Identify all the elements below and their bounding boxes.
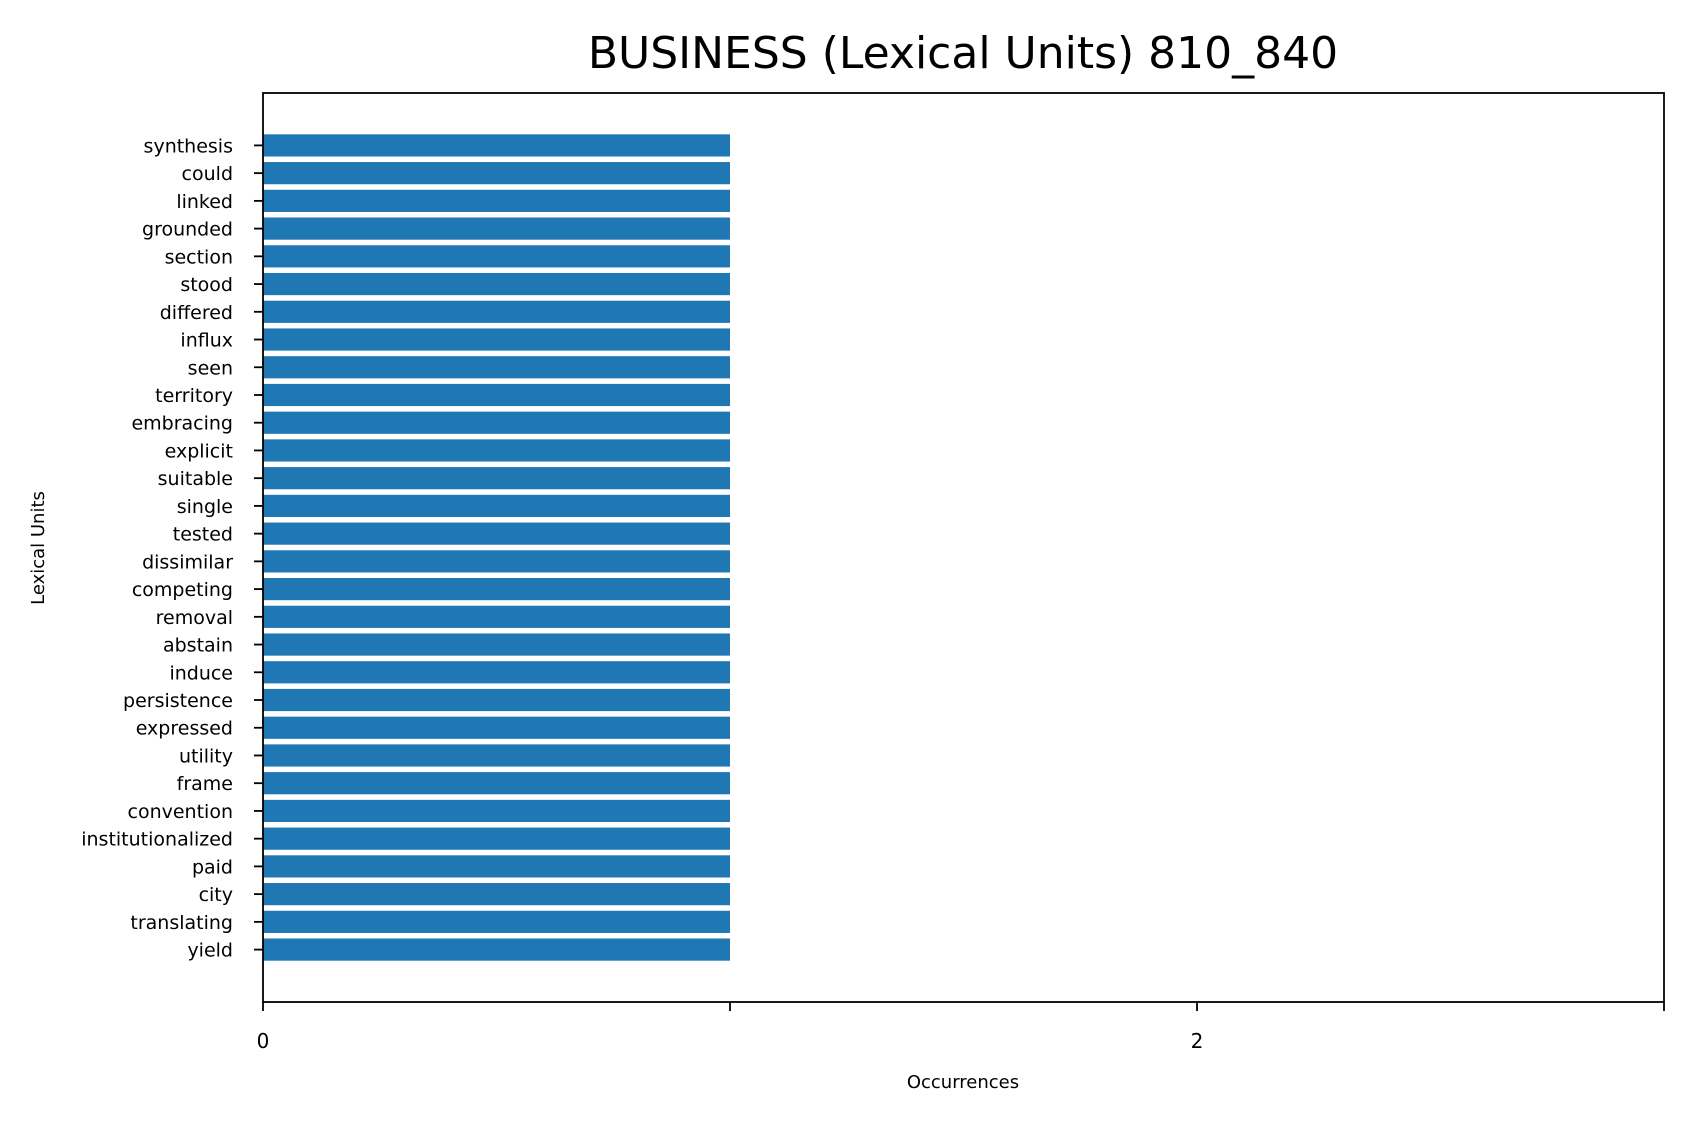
y-tick-label: institutionalized bbox=[81, 829, 233, 851]
y-tick-label: paid bbox=[192, 856, 233, 878]
bars-layer bbox=[263, 134, 730, 961]
bar-induce bbox=[263, 661, 730, 684]
bar-synthesis bbox=[263, 134, 730, 157]
bar-tested bbox=[263, 522, 730, 545]
y-tick-label: explicit bbox=[165, 440, 233, 462]
y-tick-label: tested bbox=[173, 524, 233, 546]
bar-grounded bbox=[263, 217, 730, 240]
y-tick-label: utility bbox=[179, 745, 233, 767]
plot-frame bbox=[262, 92, 1665, 1003]
y-tick-label: influx bbox=[180, 330, 233, 352]
bar-frame bbox=[263, 772, 730, 795]
bar-dissimilar bbox=[263, 550, 730, 573]
y-tick-label: city bbox=[199, 884, 233, 906]
bar-differed bbox=[263, 300, 730, 323]
bar-section bbox=[263, 245, 730, 268]
y-ticks-layer: synthesis could linked grounded section stood… bbox=[81, 135, 263, 962]
y-tick-label: stood bbox=[180, 274, 233, 296]
y-tick-label: persistence bbox=[123, 690, 233, 712]
bar-influx bbox=[263, 328, 730, 351]
x-axis-label: Occurrences bbox=[907, 1072, 1019, 1093]
bar-institutionalized bbox=[263, 827, 730, 850]
bar-territory bbox=[263, 383, 730, 407]
y-tick-label: translating bbox=[130, 912, 233, 934]
bar-linked bbox=[263, 189, 730, 212]
y-tick-label: linked bbox=[176, 191, 233, 213]
bar-suitable bbox=[263, 467, 730, 490]
y-tick-label: frame bbox=[177, 773, 233, 795]
y-tick-label: embracing bbox=[131, 413, 233, 435]
bar-convention bbox=[263, 799, 730, 823]
bar-stood bbox=[263, 272, 730, 296]
x-tick-label: 2 bbox=[1191, 1029, 1204, 1053]
bar-explicit bbox=[263, 439, 730, 462]
bar-single bbox=[263, 494, 730, 517]
bar-embracing bbox=[263, 411, 730, 434]
y-tick-label: differed bbox=[160, 302, 233, 324]
bar-expressed bbox=[263, 716, 730, 739]
bar-paid bbox=[263, 855, 730, 878]
bar-could bbox=[263, 162, 730, 185]
y-axis-label: Lexical Units bbox=[28, 491, 49, 605]
bar-removal bbox=[263, 605, 730, 628]
y-tick-label: seen bbox=[188, 357, 233, 379]
y-tick-label: territory bbox=[155, 385, 233, 407]
y-tick-label: dissimilar bbox=[142, 551, 233, 573]
bar-seen bbox=[263, 356, 730, 379]
y-tick-label: competing bbox=[132, 579, 233, 601]
x-tick-label: 0 bbox=[257, 1029, 270, 1053]
y-tick-label: yield bbox=[187, 940, 233, 962]
y-tick-label: abstain bbox=[163, 635, 233, 657]
y-tick-label: section bbox=[165, 246, 233, 268]
bar-abstain bbox=[263, 633, 730, 656]
y-tick-label: synthesis bbox=[144, 135, 233, 157]
bar-city bbox=[263, 883, 730, 906]
y-tick-label: grounded bbox=[142, 219, 233, 241]
bar-translating bbox=[263, 910, 730, 933]
y-tick-label: convention bbox=[128, 801, 233, 823]
y-tick-label: suitable bbox=[158, 468, 233, 490]
bar-competing bbox=[263, 578, 730, 601]
y-tick-label: could bbox=[182, 163, 233, 185]
chart-title: BUSINESS (Lexical Units) 810_840 bbox=[588, 28, 1338, 79]
bar-utility bbox=[263, 744, 730, 767]
bar-persistence bbox=[263, 688, 730, 712]
bar-yield bbox=[263, 938, 730, 961]
y-tick-label: removal bbox=[156, 607, 233, 629]
y-tick-label: induce bbox=[169, 662, 233, 684]
y-tick-label: single bbox=[177, 496, 233, 518]
y-tick-label: expressed bbox=[136, 718, 233, 740]
